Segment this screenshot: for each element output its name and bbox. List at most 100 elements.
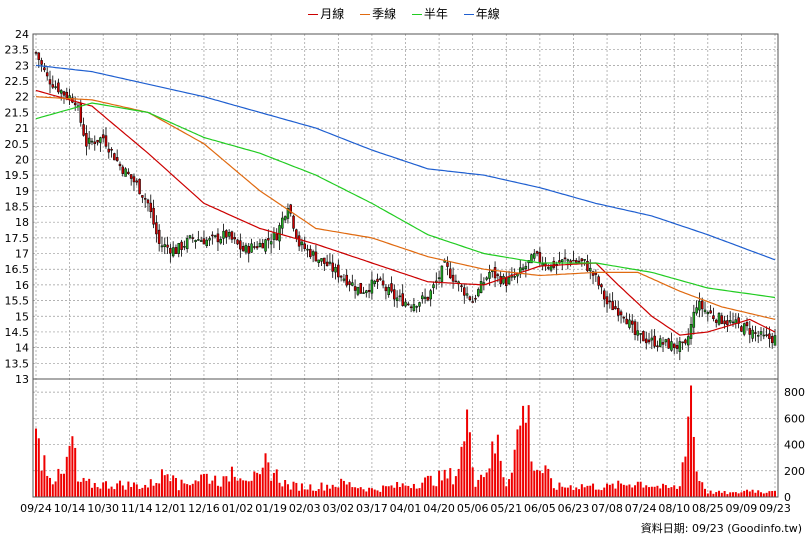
candle-body [269, 241, 273, 245]
volume-bar [482, 477, 485, 497]
volume-bar [466, 409, 469, 497]
volume-tick-label: 200 [784, 465, 805, 478]
candle-body [488, 272, 491, 279]
candle-body [99, 137, 102, 143]
volume-bar [99, 488, 102, 497]
date-tick-label: 03/02 [322, 502, 354, 515]
candle-body [174, 247, 178, 254]
candle-body [381, 280, 385, 286]
candle-body [547, 267, 550, 269]
price-tick-label: 21.5 [5, 106, 30, 119]
volume-bar [589, 485, 592, 497]
candle-body [283, 216, 287, 221]
candle-body [247, 246, 250, 254]
candle-body [138, 178, 141, 195]
price-tick-label: 14 [15, 342, 29, 355]
volume-bar [709, 490, 712, 497]
volume-bar [62, 473, 65, 497]
volume-bar [443, 469, 446, 497]
volume-bar [676, 488, 679, 497]
candle-body [216, 233, 220, 243]
volume-bar [648, 487, 651, 497]
candle-body [653, 335, 656, 347]
volume-bar [606, 483, 609, 497]
volume-bar [583, 487, 586, 497]
candle-body [692, 311, 696, 328]
date-tick-label: 08/25 [692, 502, 724, 515]
candle-body [519, 267, 522, 275]
candle-body [630, 320, 634, 325]
candle-body [616, 308, 620, 316]
volume-bar [774, 491, 776, 497]
candle-body [96, 139, 99, 143]
candle-body [328, 261, 332, 264]
volume-bar [216, 485, 219, 497]
candle-body [227, 232, 231, 237]
candle-body [485, 277, 488, 280]
volume-bar [317, 489, 320, 497]
volume-bar [208, 483, 211, 497]
candle-body [726, 320, 729, 326]
candle-body [306, 248, 309, 251]
candle-body [477, 289, 480, 297]
candle-body [104, 135, 108, 147]
volume-bar [664, 485, 667, 497]
volume-bar [754, 492, 757, 497]
volume-bar [760, 492, 763, 497]
volume-bar [496, 434, 499, 497]
volume-bar [253, 471, 256, 497]
candle-body [586, 260, 589, 272]
candle-body [706, 312, 710, 315]
volume-bar [446, 478, 449, 497]
candle-body [314, 251, 318, 262]
volume-bar [135, 484, 138, 497]
volume-bar [60, 473, 63, 497]
volume-bar [166, 474, 169, 497]
legend-swatch-halfyear [411, 14, 422, 15]
candle-body [250, 243, 253, 253]
candle-body [171, 247, 175, 257]
candle-body [107, 148, 111, 153]
volume-bar [729, 492, 732, 497]
volume-bar [743, 490, 746, 497]
volume-bar [463, 441, 466, 497]
candle-body [124, 168, 127, 177]
candle-body [219, 239, 222, 244]
volume-bar [611, 483, 614, 497]
volume-bar [144, 484, 147, 497]
volume-bar [289, 489, 292, 497]
volume-bar [127, 481, 130, 497]
volume-bar [634, 485, 637, 497]
candle-body [348, 281, 351, 285]
date-axis-ticks: 09/24 10/14 10/30 11/14 12/01 12/16 01/02 01/19… [20, 502, 791, 515]
candle-body [421, 295, 424, 300]
candle-body [325, 261, 329, 267]
candle-body [110, 148, 113, 151]
volume-bar [264, 453, 267, 497]
candle-body [188, 235, 192, 239]
candle-body [566, 259, 570, 262]
candle-body [404, 301, 407, 307]
candle-body [367, 290, 371, 292]
candle-body [549, 264, 553, 271]
price-tick-label: 19 [15, 185, 29, 198]
price-tick-label: 13.5 [5, 357, 30, 370]
candle-body [351, 282, 354, 286]
volume-bar [306, 489, 309, 497]
volume-bar [46, 475, 49, 497]
candle-body [740, 326, 743, 332]
candles [34, 51, 777, 361]
candle-body [34, 52, 38, 54]
candle-body [622, 316, 626, 319]
volume-bar [636, 481, 639, 497]
volume-bar [205, 473, 208, 497]
volume-bar [564, 487, 567, 497]
candle-body [605, 296, 609, 305]
candle-body [241, 246, 245, 252]
volume-bar [74, 447, 77, 497]
volume-bar [93, 482, 96, 497]
volume-bar [309, 484, 312, 497]
candle-body [647, 339, 651, 343]
volume-bar [396, 481, 399, 497]
price-tick-label: 16 [15, 279, 29, 292]
